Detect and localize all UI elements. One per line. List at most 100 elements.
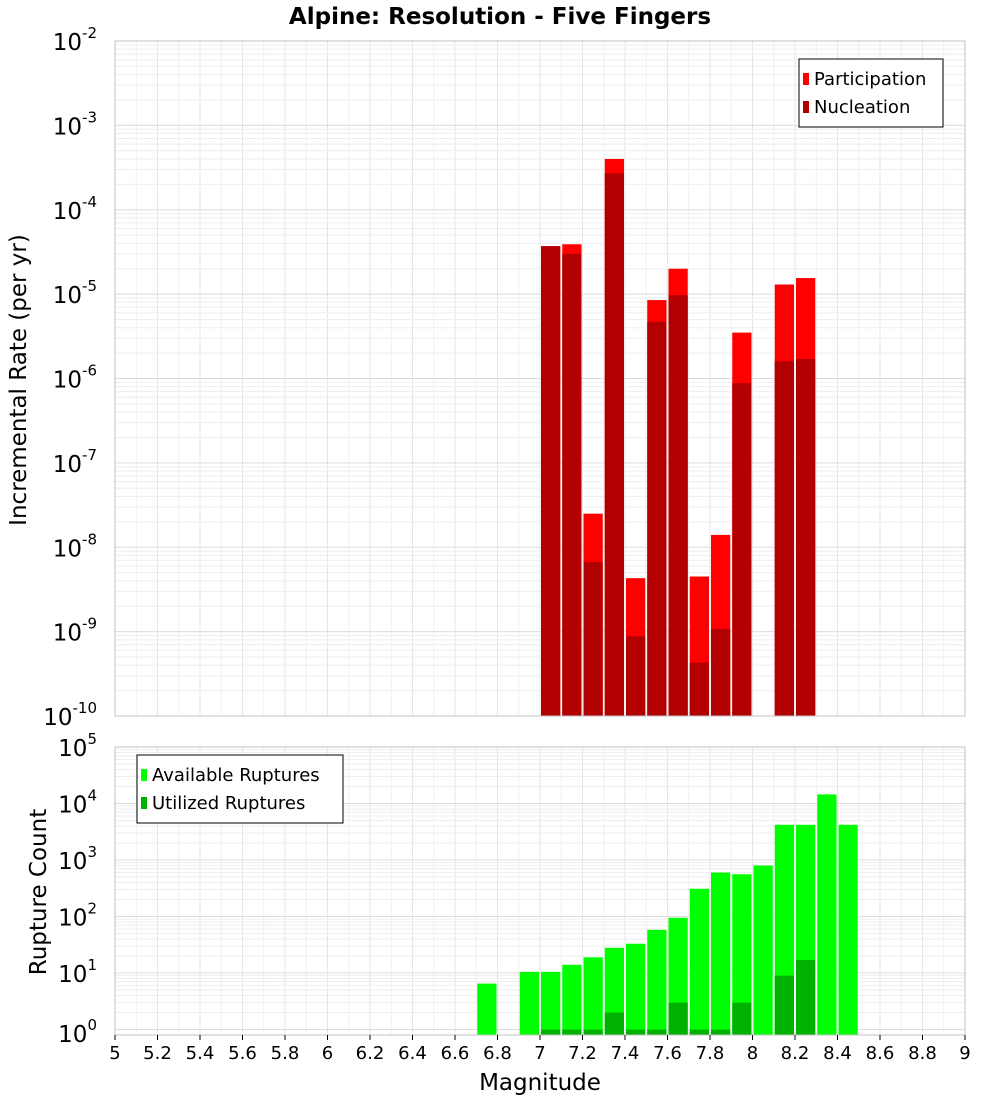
y-tick-exponent: 5 — [87, 730, 97, 748]
bottom-y-tick-label: 100 — [58, 1016, 97, 1048]
bottom-bar-available-ruptures — [583, 957, 603, 1035]
top-legend-swatch — [803, 73, 809, 85]
bottom-bar-available-ruptures — [477, 983, 497, 1035]
bottom-bar-utilized-ruptures — [562, 1029, 582, 1035]
y-tick-exponent: -6 — [82, 362, 97, 380]
y-tick-base: 10 — [58, 906, 87, 932]
bottom-bar-available-ruptures — [562, 964, 582, 1035]
bottom-bars — [477, 794, 858, 1035]
y-tick-exponent: 0 — [87, 1016, 97, 1034]
y-tick-base: 10 — [53, 30, 82, 56]
y-tick-exponent: 2 — [87, 900, 97, 918]
x-tick-label: 9 — [959, 1043, 970, 1064]
bottom-bar-utilized-ruptures — [711, 1029, 731, 1035]
top-y-tick-label: 10-3 — [53, 108, 97, 140]
top-bar-nucleation — [541, 246, 561, 716]
y-tick-exponent: -3 — [82, 108, 97, 126]
x-tick-label: 7.8 — [696, 1043, 725, 1064]
top-y-tick-label: 10-6 — [53, 362, 97, 394]
x-tick-label: 7.6 — [653, 1043, 682, 1064]
bottom-legend: Available Ruptures Utilized Ruptures — [136, 754, 344, 824]
bottom-legend-swatch — [141, 769, 147, 781]
y-tick-base: 10 — [58, 736, 87, 762]
top-bar-nucleation — [796, 359, 816, 716]
x-tick-label: 8.4 — [823, 1043, 852, 1064]
bottom-y-tick-label: 102 — [58, 900, 97, 932]
y-tick-exponent: 1 — [87, 956, 97, 974]
bottom-bar-utilized-ruptures — [732, 1002, 752, 1035]
plot-layer: 10-1010-910-810-710-610-510-410-310-2100… — [43, 24, 971, 1064]
bottom-bar-available-ruptures — [541, 971, 561, 1035]
top-y-tick-label: 10-10 — [43, 699, 97, 731]
bottom-bar-utilized-ruptures — [774, 975, 794, 1035]
y-tick-base: 10 — [43, 705, 72, 731]
y-tick-base: 10 — [58, 962, 87, 988]
bottom-bar-available-ruptures — [817, 794, 837, 1035]
x-tick-label: 5.4 — [186, 1043, 215, 1064]
y-tick-exponent: -10 — [73, 699, 98, 717]
top-bar-nucleation — [732, 383, 752, 716]
x-tick-label: 8 — [747, 1043, 758, 1064]
top-y-tick-label: 10-7 — [53, 446, 97, 478]
top-plot-frame — [114, 40, 966, 717]
x-axis-label: Magnitude — [479, 1070, 601, 1096]
top-legend-label: Participation — [814, 69, 926, 90]
x-tick-label: 5.2 — [143, 1043, 172, 1064]
x-tick-label: 7.2 — [568, 1043, 597, 1064]
x-tick-label: 8.6 — [866, 1043, 895, 1064]
bottom-legend-box — [136, 754, 344, 824]
bottom-bar-utilized-ruptures — [583, 1029, 603, 1035]
top-bar-nucleation — [774, 361, 794, 716]
bottom-bar-available-ruptures — [519, 971, 539, 1035]
x-tick-label: 6.6 — [441, 1043, 470, 1064]
top-y-tick-label: 10-2 — [53, 24, 97, 56]
top-legend-label: Nucleation — [814, 97, 910, 118]
bottom-legend-swatch — [141, 797, 147, 809]
top-bars — [541, 158, 816, 717]
y-tick-base: 10 — [53, 536, 82, 562]
bottom-bar-available-ruptures — [689, 888, 709, 1035]
bottom-bar-utilized-ruptures — [796, 959, 816, 1035]
x-tick-label: 7 — [534, 1043, 545, 1064]
top-y-axis-label: Incremental Rate (per yr) — [6, 234, 32, 526]
y-tick-exponent: -4 — [82, 193, 97, 211]
bottom-bar-utilized-ruptures — [668, 1002, 688, 1035]
x-tick-label: 5.8 — [271, 1043, 300, 1064]
bottom-bar-available-ruptures — [626, 943, 646, 1035]
top-bar-nucleation — [562, 253, 582, 716]
top-bar-nucleation — [689, 662, 709, 716]
bottom-y-axis-label: Rupture Count — [26, 809, 52, 975]
top-bar-nucleation — [668, 295, 688, 716]
bottom-bar-utilized-ruptures — [647, 1029, 667, 1035]
y-tick-base: 10 — [53, 452, 82, 478]
y-tick-base: 10 — [53, 368, 82, 394]
bottom-bar-available-ruptures — [711, 872, 731, 1035]
top-legend-swatch — [803, 101, 809, 113]
x-ticks: 5 5.2 5.4 5.6 5.8 6 6.2 6.4 6.6 6.8 7 7.2 7.4 7.6 7.8 8… — [109, 1035, 971, 1064]
top-bar-nucleation — [711, 628, 731, 716]
y-tick-base: 10 — [58, 793, 87, 819]
y-tick-base: 10 — [53, 621, 82, 647]
bottom-bar-utilized-ruptures — [541, 1029, 561, 1035]
x-tick-label: 8.8 — [908, 1043, 937, 1064]
top-bar-nucleation — [583, 561, 603, 716]
top-legend: Participation Nucleation — [798, 58, 944, 128]
y-tick-base: 10 — [53, 114, 82, 140]
bottom-y-tick-label: 104 — [58, 787, 97, 819]
x-tick-label: 7.4 — [611, 1043, 640, 1064]
x-tick-label: 5.6 — [228, 1043, 257, 1064]
x-tick-label: 6.8 — [483, 1043, 512, 1064]
chart-title: Alpine: Resolution - Five Fingers — [289, 4, 711, 30]
x-tick-label: 6.4 — [398, 1043, 427, 1064]
y-tick-exponent: -8 — [82, 530, 97, 548]
top-bar-nucleation — [604, 173, 624, 716]
x-tick-label: 6.2 — [356, 1043, 385, 1064]
x-tick-label: 5 — [109, 1043, 120, 1064]
top-legend-box — [798, 58, 944, 128]
top-bar-nucleation — [626, 636, 646, 716]
